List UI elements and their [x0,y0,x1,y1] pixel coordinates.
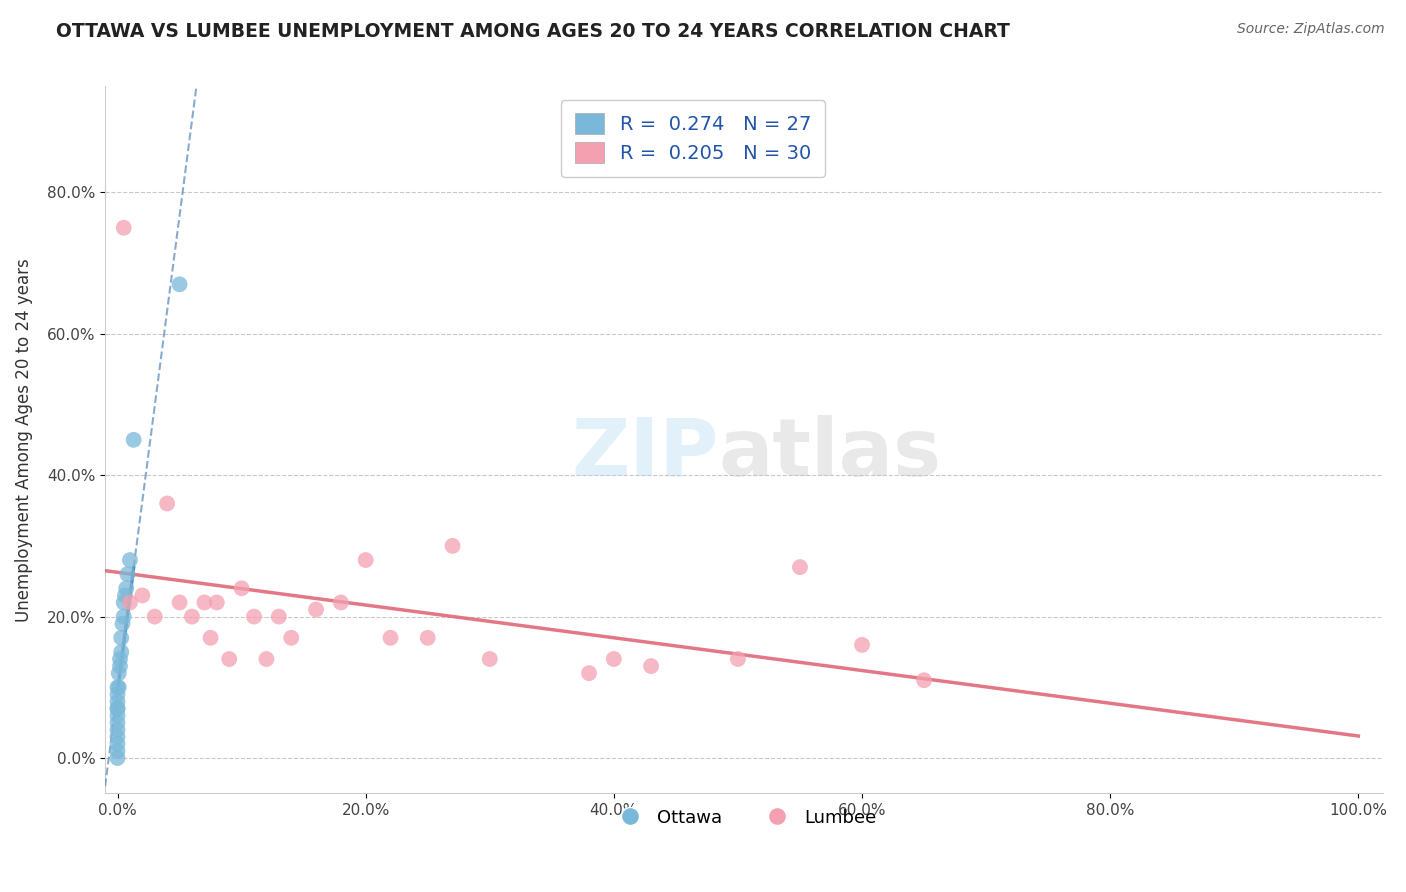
Point [107,737,129,751]
Point [107,744,129,758]
Point [107,694,129,708]
Point [380,631,402,645]
Point [131,588,153,602]
Point [107,701,129,715]
Point [851,638,873,652]
Point [231,582,253,596]
Point [112,609,135,624]
Point [603,652,626,666]
Point [912,673,935,688]
Point [305,602,328,616]
Point [108,659,131,673]
Point [107,723,129,737]
Point [218,652,240,666]
Point [107,666,129,681]
Y-axis label: Unemployment Among Ages 20 to 24 years: Unemployment Among Ages 20 to 24 years [15,258,32,622]
Point [727,652,749,666]
Point [122,433,145,447]
Point [169,277,191,292]
Point [114,588,136,602]
Point [156,496,179,510]
Point [115,582,138,596]
Point [254,652,277,666]
Point [181,609,204,624]
Text: ZIP: ZIP [571,415,718,493]
Point [107,681,129,695]
Point [478,652,501,666]
Point [110,645,132,659]
Point [107,701,129,715]
Text: OTTAWA VS LUMBEE UNEMPLOYMENT AMONG AGES 20 TO 24 YEARS CORRELATION CHART: OTTAWA VS LUMBEE UNEMPLOYMENT AMONG AGES… [56,22,1010,41]
Point [107,730,129,744]
Point [143,609,166,624]
Point [110,631,132,645]
Text: atlas: atlas [718,415,942,493]
Point [578,666,600,681]
Point [107,708,129,723]
Point [267,609,290,624]
Point [107,681,129,695]
Point [107,751,129,765]
Point [329,595,352,609]
Point [107,687,129,701]
Point [117,567,139,582]
Point [108,652,131,666]
Point [640,659,662,673]
Point [118,595,141,609]
Point [243,609,266,624]
Point [441,539,464,553]
Legend: Ottawa, Lumbee: Ottawa, Lumbee [605,801,883,834]
Point [111,616,134,631]
Point [107,715,129,730]
Point [118,553,141,567]
Point [112,220,135,235]
Text: Source: ZipAtlas.com: Source: ZipAtlas.com [1237,22,1385,37]
Point [112,595,135,609]
Point [789,560,811,574]
Point [200,631,222,645]
Point [280,631,302,645]
Point [205,595,228,609]
Point [169,595,191,609]
Point [354,553,377,567]
Point [193,595,215,609]
Point [416,631,439,645]
